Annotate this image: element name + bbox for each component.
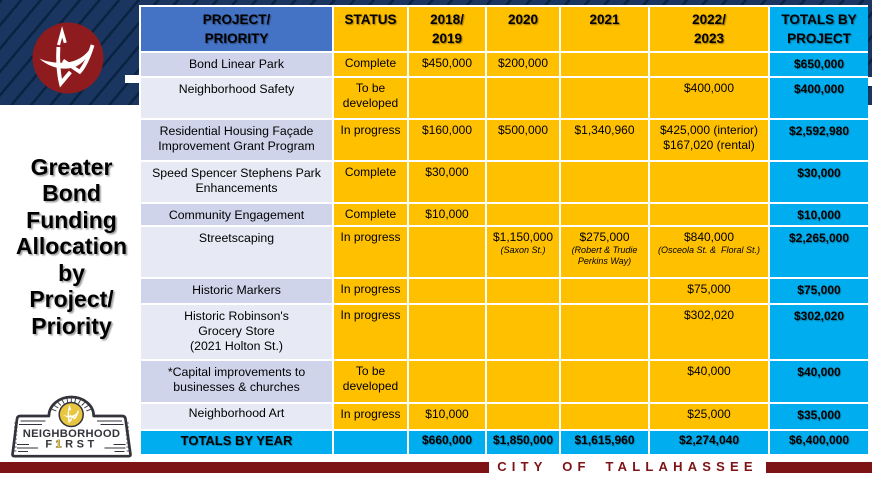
svg-text:F1RST: F1RST	[45, 439, 97, 451]
svg-text:NEIGHBORHOOD: NEIGHBORHOOD	[23, 428, 120, 440]
